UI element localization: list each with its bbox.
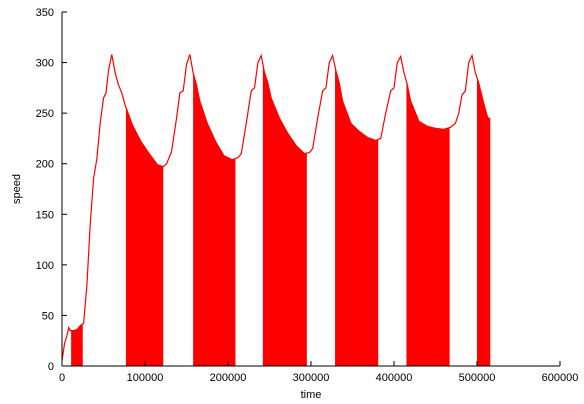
x-tick-label: 100000 [127,372,164,384]
x-tick-label: 500000 [459,372,496,384]
x-axis-label: time [301,389,322,401]
filled-region-6 [406,81,450,366]
y-ticks: 0 50 100 150 200 250 300 350 [36,7,67,373]
speed-line [61,53,491,362]
x-tick-label: 0 [59,372,65,384]
filled-region-1 [71,324,83,366]
x-ticks: 0 100000 200000 300000 400000 500000 600000 [59,361,578,384]
y-tick-label: 0 [48,361,54,373]
filled-region-4 [262,64,307,366]
filled-region-3 [193,72,236,366]
y-tick-label: 300 [36,58,54,70]
y-tick-label: 50 [42,310,54,322]
series-line [61,53,491,362]
filled-region-7 [477,77,491,367]
x-tick-label: 200000 [210,372,247,384]
x-tick-label: 600000 [542,372,579,384]
filled-region-2 [125,107,164,367]
y-tick-label: 150 [36,209,54,221]
y-tick-label: 250 [36,108,54,120]
y-tick-label: 100 [36,260,54,272]
y-tick-label: 350 [36,7,54,19]
y-axis-label: speed [11,174,23,204]
x-tick-label: 300000 [293,372,330,384]
y-tick-label: 200 [36,159,54,171]
filled-regions [71,64,491,367]
filled-region-5 [335,66,379,367]
x-tick-label: 400000 [376,372,413,384]
